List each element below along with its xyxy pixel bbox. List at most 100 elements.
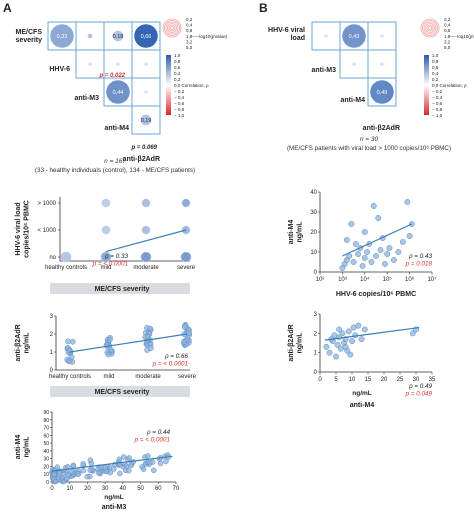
data-point <box>336 326 343 333</box>
matrix-circle <box>87 33 93 39</box>
panel-b-n-detail: (ME/CFS patients with viral load > 1000 … <box>287 145 451 152</box>
legend-color-bar <box>424 55 429 115</box>
y-tick-label: 0 <box>46 480 49 486</box>
y-tick-label: 40 <box>43 449 49 455</box>
matrix-variable-label: anti-M3 <box>75 95 100 102</box>
data-point <box>67 347 73 354</box>
data-point <box>352 241 359 247</box>
legend-color-tick: − 0,2 <box>432 89 443 94</box>
stat-text: p = < 0.0001 <box>92 261 128 268</box>
legend-size-tick: 0,2 <box>444 17 451 22</box>
legend-color-tick: − 0,8 <box>174 107 185 112</box>
legend-size-circle <box>425 23 435 33</box>
trend-line <box>69 333 188 353</box>
matrix-rho-label: 0,33 <box>57 34 68 40</box>
data-point <box>404 199 411 205</box>
x-tick-label: 0 <box>318 377 322 383</box>
x-tick-label: 10⁶ <box>405 276 415 283</box>
legend-color-tick: 0,8 <box>432 59 439 64</box>
y-tick-label: 1 <box>314 351 318 357</box>
x-tick-label: 60 <box>155 486 162 492</box>
legend-color-tick: − 0,6 <box>174 101 185 106</box>
data-point <box>395 249 402 255</box>
legend-color-tick: − 0,2 <box>174 89 185 94</box>
data-point <box>65 338 71 345</box>
legend-size-circle <box>167 23 177 33</box>
y-tick-label: 10 <box>310 250 317 256</box>
data-point <box>359 263 366 269</box>
x-tick-label: 35 <box>429 377 436 383</box>
legend-size-circle <box>428 26 432 30</box>
x-tick-label: 10⁵ <box>383 276 393 283</box>
data-point <box>105 351 112 358</box>
correlation-matrix-b: 0,43 0,49 HHV-6 viral load anti-M3 anti-M4 ant… <box>268 21 400 132</box>
x-tick-label: 10 <box>66 486 73 492</box>
legend-color-tick: 0,0 Correlation, ρ <box>174 83 209 88</box>
matrix-rho-label: 0,18 <box>113 34 124 40</box>
x-tick-label: 40 <box>120 486 127 492</box>
x-tick-label: 10⁴ <box>360 276 370 283</box>
data-point <box>364 249 370 255</box>
data-point <box>102 465 108 471</box>
matrix-p-value: p = 0.022 <box>98 73 125 79</box>
x-axis-label-band <box>50 283 190 294</box>
panel-a-n-detail: (33 - healthy individuals (control), 134… <box>35 167 195 174</box>
legend-size-circle <box>420 18 440 38</box>
y-tick-label: 3 <box>314 312 318 318</box>
y-tick-label: 40 <box>310 190 317 196</box>
legend-color-tick: 0,4 <box>432 71 439 76</box>
y-tick-label: 20 <box>310 230 317 236</box>
data-point <box>60 251 72 263</box>
data-point <box>101 225 111 235</box>
data-point <box>126 468 132 474</box>
y-tick-label: 30 <box>310 210 317 216</box>
y-tick-label: 0 <box>314 370 318 376</box>
stat-text: ρ = 0.43 <box>408 253 433 260</box>
trend-line <box>342 223 413 257</box>
x-tick-label: 10³ <box>338 277 347 283</box>
stat-text: p = 0.018 <box>405 261 433 268</box>
data-point <box>74 471 81 477</box>
y-tick-label: 2 <box>314 331 318 337</box>
matrix-variable-label: anti-β2AdR <box>123 156 160 163</box>
y-tick-label: 80 <box>43 418 49 424</box>
data-point <box>368 259 375 265</box>
matrix-rho-label: 0,19 <box>141 118 152 124</box>
legend-size-circle <box>162 18 182 38</box>
data-point <box>107 336 113 343</box>
y-tick-label: 10 <box>43 472 49 478</box>
data-point <box>56 470 63 476</box>
y-tick-label: 70 <box>43 426 49 432</box>
y-tick-label: 60 <box>43 433 49 439</box>
x-axis-label: anti-M4 <box>350 402 375 409</box>
x-tick-label: 10² <box>316 277 325 283</box>
data-point <box>66 358 73 364</box>
matrix-variable-label: HHV-6 viral load <box>268 27 305 42</box>
y-axis-label: HHV-6 viral load copies/10⁶ PBMC <box>15 200 31 258</box>
matrix-circle <box>380 34 384 38</box>
x-axis-label: ME/CFS severity <box>95 389 150 396</box>
y-tick-label: 20 <box>43 464 49 470</box>
matrix-variable-label: ME/CFS severity <box>16 29 43 44</box>
x-tick-label: 20 <box>84 486 91 492</box>
matrix-circle <box>140 114 152 126</box>
panel-b-n-line: n = 30 <box>360 136 379 143</box>
legend-color-tick: 0,8 <box>174 59 181 64</box>
x-axis-label: ME/CFS severity <box>95 286 150 293</box>
x-tick-label: 10⁷ <box>428 276 437 283</box>
x-tick-label: 25 <box>397 377 404 383</box>
x-tick-label: moderate <box>133 265 159 271</box>
data-point <box>144 333 151 340</box>
data-point <box>151 467 157 474</box>
x-axis-unit: ng/mL <box>104 494 124 501</box>
x-tick-label: moderate <box>135 374 161 380</box>
legend-size-tick: 0,4 <box>186 23 193 28</box>
x-axis-unit: ng/mL <box>352 390 372 397</box>
data-point <box>141 198 151 208</box>
data-point <box>87 467 93 473</box>
legend-color-tick: − 1,0 <box>174 113 185 118</box>
matrix-variable-label: anti-M4 <box>341 97 366 104</box>
legend-size-tick: 3,2 <box>444 39 451 44</box>
matrix-circle <box>50 24 74 48</box>
